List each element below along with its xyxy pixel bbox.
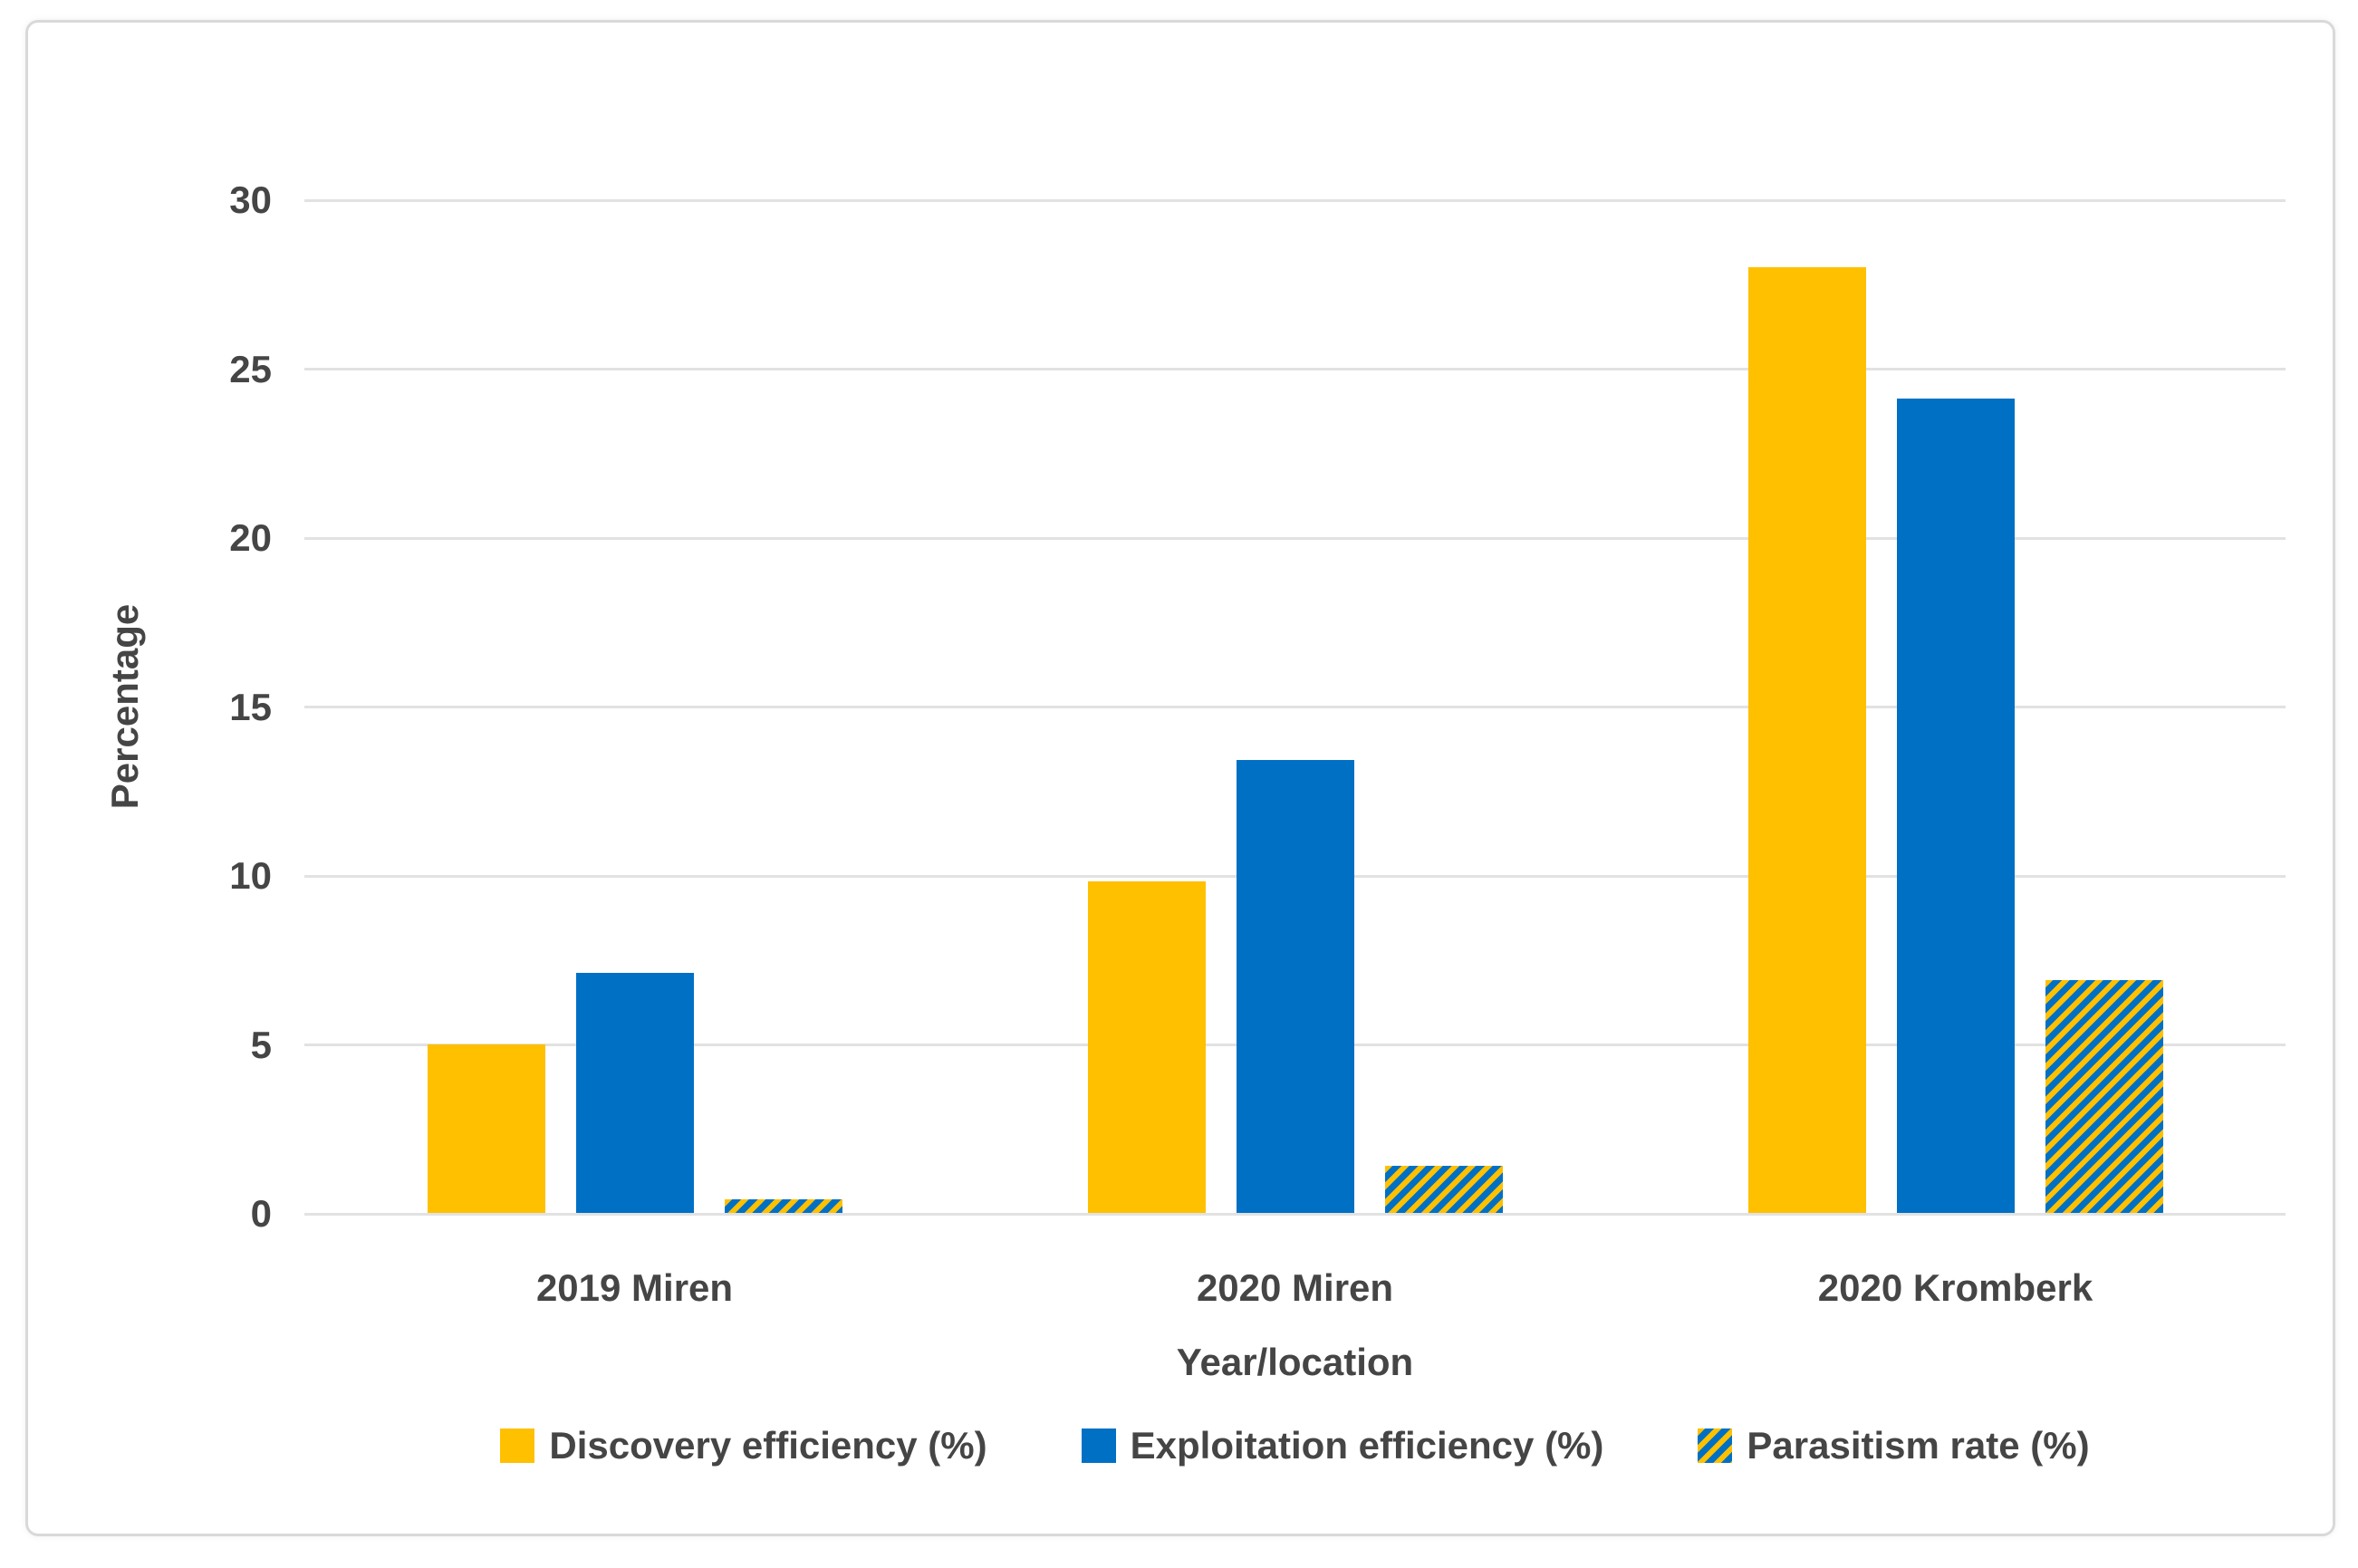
x-axis-category-labels: 2019 Miren 2020 Miren 2020 Kromberk (304, 1266, 2286, 1310)
gridline-30 (304, 198, 2286, 202)
bar-parasitism-rate-2020-miren (1384, 1165, 1503, 1213)
legend-label-parasitism-rate: Parasitism rate (%) (1747, 1424, 2090, 1467)
category-label-2019-miren: 2019 Miren (535, 1266, 734, 1309)
bar-discovery-efficiency-2020-miren (1087, 881, 1206, 1213)
bar-group-2020-kromberk (1625, 199, 2286, 1213)
category-label-2020-kromberk: 2020 Kromberk (1817, 1266, 2093, 1309)
bar-exploitation-efficiency-2020-kromberk (1896, 399, 2015, 1213)
bar-exploitation-efficiency-2020-miren (1236, 760, 1354, 1213)
y-tick-label-15: 15 (229, 685, 272, 728)
plot-area: 0 5 10 15 20 25 30 (229, 178, 2286, 1235)
y-tick-label-20: 20 (229, 516, 272, 559)
gridline-0 (304, 1212, 2286, 1216)
bar-parasitism-rate-2019-miren (724, 1199, 842, 1213)
y-tick-label-30: 30 (229, 178, 272, 221)
legend-swatch-exploitation-efficiency-icon (1081, 1429, 1116, 1463)
legend-item-exploitation-efficiency: Exploitation efficiency (%) (1081, 1424, 1604, 1467)
legend-swatch-parasitism-rate-hatch-icon (1698, 1429, 1733, 1463)
gridline-15 (304, 706, 2286, 708)
y-tick-label-5: 5 (250, 1023, 272, 1066)
bar-discovery-efficiency-2019-miren (427, 1044, 545, 1213)
legend: Discovery efficiency (%) Exploitation eff… (304, 1424, 2286, 1467)
category-label-2020-miren: 2020 Miren (1196, 1266, 1394, 1309)
bar-parasitism-rate-2020-kromberk (2045, 979, 2163, 1213)
bar-group-2019-miren (304, 199, 965, 1213)
gridline-25 (304, 368, 2286, 370)
y-tick-label-25: 25 (229, 347, 272, 390)
legend-item-parasitism-rate: Parasitism rate (%) (1698, 1424, 2090, 1467)
bar-groups (304, 199, 2286, 1213)
y-tick-label-10: 10 (229, 854, 272, 897)
bar-discovery-efficiency-2020-kromberk (1747, 266, 1866, 1213)
bar-group-2020-miren (965, 199, 1625, 1213)
x-axis-title: Year/location (1176, 1341, 1414, 1383)
bar-exploitation-efficiency-2019-miren (575, 973, 694, 1213)
gridline-20 (304, 536, 2286, 540)
y-tick-label-0: 0 (250, 1192, 272, 1235)
legend-item-discovery-efficiency: Discovery efficiency (%) (500, 1424, 987, 1467)
legend-label-exploitation-efficiency: Exploitation efficiency (%) (1130, 1424, 1604, 1467)
legend-swatch-discovery-efficiency-icon (500, 1429, 535, 1463)
legend-label-discovery-efficiency: Discovery efficiency (%) (549, 1424, 987, 1467)
